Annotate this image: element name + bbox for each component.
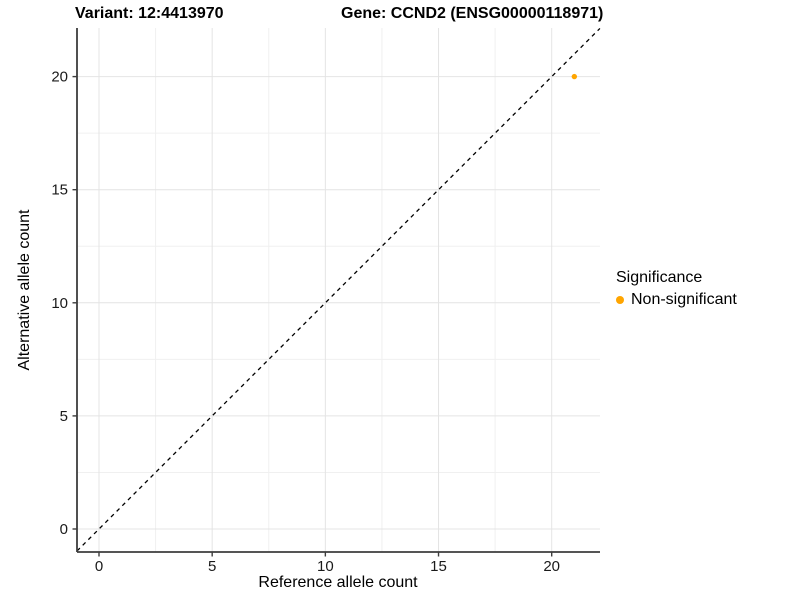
data-point: [571, 73, 578, 80]
x-tick-label: 20: [543, 558, 560, 575]
legend-item-label: Non-significant: [631, 291, 737, 308]
x-tick-label: 0: [95, 558, 103, 575]
x-tick-label: 5: [208, 558, 216, 575]
identity-dashed-line: [76, 27, 601, 552]
x-tick-label: 10: [317, 558, 334, 575]
legend: Significance Non-significant: [616, 269, 737, 309]
y-tick-label: 15: [51, 182, 68, 199]
legend-point-icon: [616, 296, 624, 304]
x-axis-label: Reference allele count: [258, 574, 418, 591]
plot-title-gene: Gene: CCND2 (ENSG00000118971): [341, 5, 604, 22]
plot-title-variant: Variant: 12:4413970: [75, 5, 224, 22]
legend-item: Non-significant: [616, 291, 737, 309]
y-axis-label: Alternative allele count: [16, 209, 33, 371]
legend-title: Significance: [616, 269, 703, 286]
y-tick-label: 10: [51, 295, 68, 312]
y-tick-label: 5: [60, 408, 68, 425]
y-tick-label: 20: [51, 69, 68, 86]
x-tick-label: 15: [430, 558, 447, 575]
y-tick-label: 0: [60, 521, 68, 538]
